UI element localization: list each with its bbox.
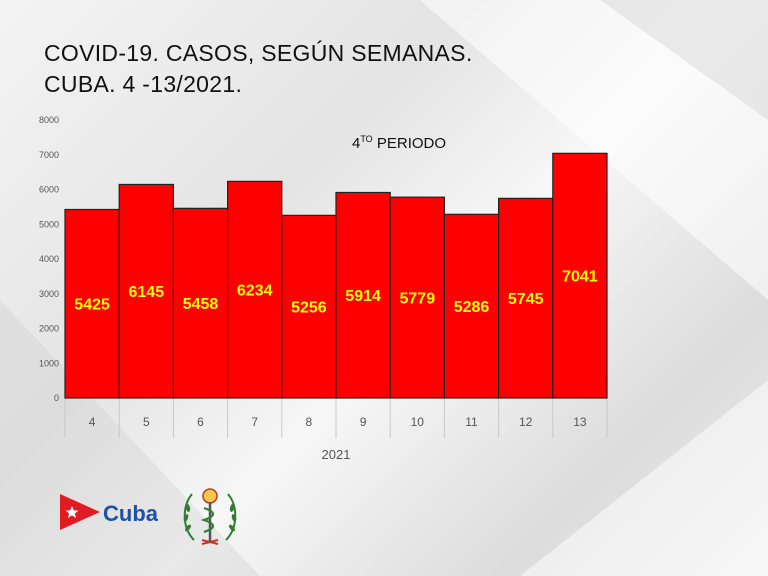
y-tick-label: 1000 bbox=[39, 358, 59, 368]
x-axis-label: 2021 bbox=[322, 447, 351, 462]
x-tick-label: 5 bbox=[143, 415, 150, 429]
bar bbox=[389, 196, 446, 399]
bar bbox=[227, 180, 283, 399]
y-tick-label: 0 bbox=[54, 393, 59, 403]
bar-value-labels: 5425 6145 5458 6234 5256 5914 5779 5286 5745 7041 bbox=[74, 269, 597, 317]
x-tick-label: 4 bbox=[89, 415, 96, 429]
bar bbox=[172, 207, 229, 399]
bar-value-label: 5458 bbox=[183, 296, 219, 313]
title-line-2: CUBA. 4 -13/2021. bbox=[44, 71, 243, 97]
health-emblem-icon bbox=[183, 488, 237, 545]
x-tick-label: 9 bbox=[360, 415, 367, 429]
logo-text: Cuba bbox=[103, 501, 159, 526]
bar-value-label: 5256 bbox=[291, 300, 327, 317]
bar bbox=[118, 183, 174, 399]
x-tick-label: 6 bbox=[197, 415, 204, 429]
bars bbox=[64, 152, 608, 399]
x-axis-ticks: 4 5 6 7 8 9 10 11 12 13 bbox=[89, 415, 587, 429]
bar bbox=[443, 213, 500, 399]
bar-value-label: 5914 bbox=[345, 288, 381, 305]
bar-value-label: 5779 bbox=[400, 291, 436, 308]
bar-value-label: 7041 bbox=[562, 269, 598, 286]
title-line-1: COVID-19. CASOS, SEGÚN SEMANAS. bbox=[44, 40, 473, 66]
bar bbox=[335, 191, 391, 399]
bar-value-label: 5745 bbox=[508, 291, 544, 308]
annotation-main: 4 bbox=[352, 135, 360, 152]
bar-value-label: 6234 bbox=[237, 283, 273, 300]
y-axis-ticks: 0 1000 2000 3000 4000 5000 6000 7000 8000 bbox=[39, 115, 59, 403]
bar bbox=[281, 214, 337, 399]
bar bbox=[64, 208, 120, 399]
star-icon bbox=[65, 506, 79, 518]
y-tick-label: 3000 bbox=[39, 289, 59, 299]
x-tick-label: 12 bbox=[519, 415, 533, 429]
y-tick-label: 8000 bbox=[39, 115, 59, 125]
bar-value-label: 5286 bbox=[454, 299, 490, 316]
cuba-logo: Cuba bbox=[60, 494, 159, 530]
x-tick-label: 13 bbox=[573, 415, 587, 429]
period-annotation: 4TO PERIODO bbox=[352, 134, 446, 152]
x-tick-label: 8 bbox=[306, 415, 313, 429]
x-tick-label: 11 bbox=[465, 415, 478, 429]
y-tick-label: 7000 bbox=[39, 150, 59, 160]
y-tick-label: 2000 bbox=[39, 324, 59, 334]
x-axis-separators bbox=[64, 398, 608, 438]
y-tick-label: 6000 bbox=[39, 185, 59, 195]
bar-value-label: 6145 bbox=[129, 284, 165, 301]
bar bbox=[498, 197, 554, 399]
bar-value-label: 5425 bbox=[74, 297, 110, 314]
x-tick-label: 10 bbox=[411, 415, 425, 429]
annotation-rest: PERIODO bbox=[373, 135, 446, 152]
y-tick-label: 5000 bbox=[39, 219, 59, 229]
x-tick-label: 7 bbox=[251, 415, 258, 429]
y-tick-label: 4000 bbox=[39, 254, 59, 264]
flag-triangle-icon bbox=[60, 494, 100, 530]
slide-title: COVID-19. CASOS, SEGÚN SEMANAS. CUBA. 4 … bbox=[44, 38, 473, 100]
annotation-sup: TO bbox=[360, 134, 372, 144]
bar bbox=[552, 152, 608, 399]
